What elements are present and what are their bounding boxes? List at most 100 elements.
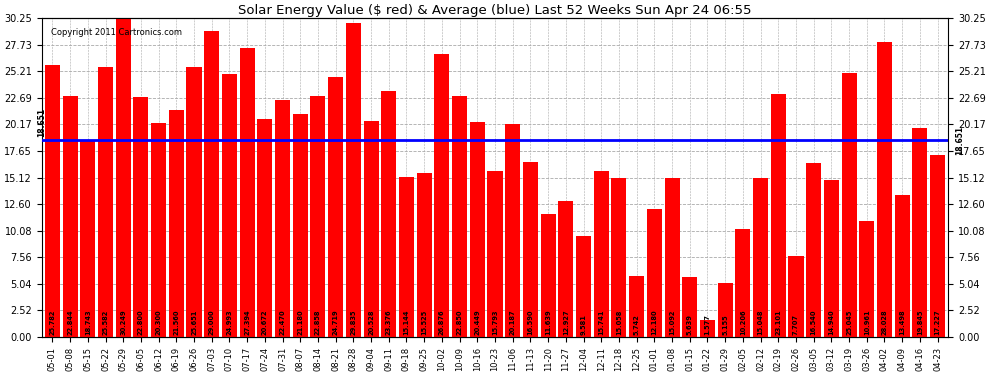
Text: 20.528: 20.528 bbox=[368, 310, 374, 335]
Text: 18.651: 18.651 bbox=[38, 108, 47, 137]
Text: 1.577: 1.577 bbox=[705, 314, 711, 335]
Text: 22.844: 22.844 bbox=[67, 310, 73, 335]
Title: Solar Energy Value ($ red) & Average (blue) Last 52 Weeks Sun Apr 24 06:55: Solar Energy Value ($ red) & Average (bl… bbox=[239, 4, 751, 17]
Text: 15.741: 15.741 bbox=[598, 310, 604, 335]
Bar bbox=[186, 67, 202, 337]
Text: 9.581: 9.581 bbox=[580, 314, 586, 335]
Bar bbox=[168, 110, 184, 337]
Bar bbox=[718, 283, 733, 337]
Text: 15.793: 15.793 bbox=[492, 310, 498, 335]
Bar bbox=[62, 96, 77, 337]
Text: 22.470: 22.470 bbox=[279, 310, 285, 335]
Bar bbox=[204, 32, 219, 337]
Bar bbox=[646, 209, 662, 337]
Bar bbox=[45, 65, 60, 337]
Text: 15.048: 15.048 bbox=[757, 310, 763, 335]
Bar bbox=[363, 121, 378, 337]
Bar bbox=[541, 214, 555, 337]
Text: 16.590: 16.590 bbox=[528, 310, 534, 335]
Bar bbox=[417, 173, 432, 337]
Text: 17.227: 17.227 bbox=[935, 310, 940, 335]
Text: 20.449: 20.449 bbox=[474, 310, 480, 335]
Text: 10.206: 10.206 bbox=[740, 310, 745, 335]
Bar bbox=[612, 178, 627, 337]
Text: 29.000: 29.000 bbox=[209, 310, 215, 335]
Bar bbox=[346, 23, 361, 337]
Bar bbox=[824, 180, 839, 337]
Text: 29.835: 29.835 bbox=[350, 310, 356, 335]
Text: 16.540: 16.540 bbox=[811, 310, 817, 335]
Text: 25.651: 25.651 bbox=[191, 310, 197, 335]
Bar bbox=[134, 97, 148, 337]
Text: 30.249: 30.249 bbox=[120, 310, 126, 335]
Text: 25.045: 25.045 bbox=[846, 310, 852, 335]
Bar bbox=[98, 68, 113, 337]
Text: 15.058: 15.058 bbox=[616, 310, 622, 335]
Bar bbox=[523, 162, 538, 337]
Text: Copyright 2011 Cartronics.com: Copyright 2011 Cartronics.com bbox=[50, 28, 182, 37]
Text: 11.639: 11.639 bbox=[545, 310, 551, 335]
Bar bbox=[895, 195, 910, 337]
Text: 26.876: 26.876 bbox=[439, 310, 445, 335]
Bar bbox=[682, 278, 697, 337]
Bar bbox=[859, 222, 874, 337]
Bar bbox=[293, 114, 308, 337]
Bar bbox=[435, 54, 449, 337]
Bar bbox=[913, 128, 928, 337]
Text: 10.961: 10.961 bbox=[864, 310, 870, 335]
Text: 12.180: 12.180 bbox=[651, 310, 657, 335]
Text: 22.850: 22.850 bbox=[456, 310, 462, 335]
Text: 5.155: 5.155 bbox=[722, 315, 729, 335]
Text: 18.743: 18.743 bbox=[85, 310, 91, 335]
Bar bbox=[788, 256, 804, 337]
Bar bbox=[806, 163, 822, 337]
Bar bbox=[664, 178, 679, 337]
Bar bbox=[877, 42, 892, 337]
Text: 21.560: 21.560 bbox=[173, 310, 179, 335]
Text: 20.187: 20.187 bbox=[510, 310, 516, 335]
Text: 25.782: 25.782 bbox=[50, 310, 55, 335]
Text: 12.927: 12.927 bbox=[563, 310, 569, 335]
Text: 18.651: 18.651 bbox=[955, 126, 964, 155]
Bar bbox=[842, 73, 856, 337]
Bar bbox=[576, 236, 591, 337]
Bar bbox=[629, 276, 644, 337]
Bar bbox=[470, 122, 485, 337]
Bar bbox=[257, 119, 272, 337]
Bar bbox=[452, 96, 467, 337]
Text: 7.707: 7.707 bbox=[793, 314, 799, 335]
Bar bbox=[487, 171, 503, 337]
Text: 14.940: 14.940 bbox=[829, 310, 835, 335]
Text: 20.672: 20.672 bbox=[261, 310, 268, 335]
Text: 15.525: 15.525 bbox=[421, 310, 427, 335]
Text: 24.719: 24.719 bbox=[333, 310, 339, 335]
Text: 27.394: 27.394 bbox=[245, 310, 250, 335]
Bar bbox=[558, 201, 573, 337]
Bar bbox=[700, 320, 715, 337]
Text: 22.858: 22.858 bbox=[315, 310, 321, 335]
Bar bbox=[275, 100, 290, 337]
Text: 15.144: 15.144 bbox=[404, 310, 410, 335]
Bar bbox=[311, 96, 326, 337]
Text: 5.742: 5.742 bbox=[634, 314, 640, 335]
Bar bbox=[240, 48, 254, 337]
Text: 19.845: 19.845 bbox=[917, 310, 923, 335]
Bar bbox=[116, 18, 131, 337]
Bar bbox=[771, 94, 786, 337]
Bar bbox=[753, 178, 768, 337]
Bar bbox=[505, 124, 520, 337]
Bar bbox=[399, 177, 414, 337]
Text: 22.800: 22.800 bbox=[138, 310, 144, 335]
Bar bbox=[222, 74, 237, 337]
Text: 5.639: 5.639 bbox=[687, 314, 693, 335]
Bar bbox=[594, 171, 609, 337]
Text: 23.101: 23.101 bbox=[775, 310, 781, 335]
Text: 15.092: 15.092 bbox=[669, 310, 675, 335]
Bar bbox=[151, 123, 166, 337]
Text: 28.028: 28.028 bbox=[881, 310, 887, 335]
Text: 23.376: 23.376 bbox=[386, 310, 392, 335]
Text: 24.993: 24.993 bbox=[227, 310, 233, 335]
Text: 20.300: 20.300 bbox=[155, 310, 161, 335]
Bar bbox=[381, 91, 396, 337]
Bar bbox=[736, 230, 750, 337]
